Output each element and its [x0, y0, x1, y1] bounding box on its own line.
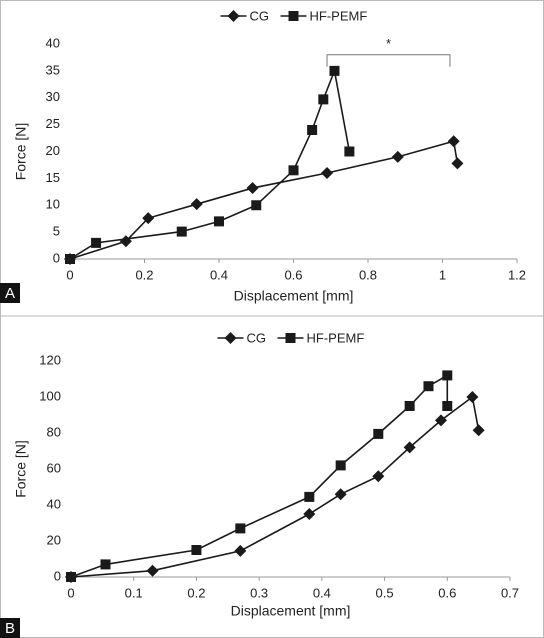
- data-point: [246, 182, 259, 195]
- y-tick-label: 0: [53, 250, 60, 265]
- x-tick-label: 0: [67, 585, 74, 600]
- y-tick-label: 25: [46, 116, 60, 131]
- data-point: [318, 94, 329, 105]
- data-point: [100, 559, 111, 570]
- x-tick-label: 0.2: [187, 585, 205, 600]
- legend-marker: [227, 10, 240, 22]
- data-point: [344, 146, 355, 157]
- data-point: [466, 391, 479, 403]
- data-point: [191, 545, 202, 555]
- data-point: [423, 381, 434, 392]
- data-point: [442, 370, 453, 381]
- data-point: [403, 441, 416, 454]
- data-point: [214, 216, 224, 227]
- data-point: [391, 150, 404, 163]
- panel-label: B: [5, 620, 15, 637]
- y-tick-label: 35: [46, 62, 60, 77]
- x-tick-label: 1.2: [508, 267, 526, 282]
- data-point: [334, 488, 347, 501]
- y-tick-label: 0: [54, 568, 61, 583]
- panel-label: A: [5, 285, 15, 302]
- y-tick-label: 80: [47, 424, 61, 439]
- y-tick-label: 10: [46, 197, 60, 212]
- data-point: [451, 157, 464, 170]
- y-axis-title: Force [N]: [13, 440, 29, 498]
- significance-bracket: [326, 54, 451, 67]
- x-tick-label: 0.4: [313, 585, 331, 600]
- data-point: [435, 414, 448, 427]
- y-tick-label: 20: [46, 143, 60, 158]
- y-tick-label: 40: [47, 496, 61, 511]
- y-tick-label: 120: [39, 352, 61, 367]
- y-axis-title: Force [N]: [13, 123, 29, 181]
- data-point: [176, 226, 187, 237]
- y-tick-label: 100: [39, 388, 61, 403]
- data-point: [335, 460, 346, 471]
- data-point: [372, 470, 385, 483]
- data-point: [373, 428, 384, 439]
- data-point: [142, 212, 155, 225]
- data-point: [442, 401, 453, 411]
- legend-marker: [288, 11, 299, 21]
- data-point: [66, 572, 76, 582]
- data-point: [447, 135, 460, 148]
- x-tick-label: 0.3: [250, 585, 268, 600]
- x-axis-title: Displacement [mm]: [234, 288, 354, 304]
- legend-label: CG: [250, 8, 270, 23]
- data-point: [321, 167, 334, 179]
- series-line: [69, 67, 351, 260]
- data-point: [329, 65, 340, 76]
- x-tick-label: 0.6: [284, 267, 302, 282]
- data-point: [190, 198, 203, 211]
- panel-label-box: [0, 618, 20, 638]
- x-tick-label: 1: [439, 267, 446, 282]
- x-tick-label: 0.2: [135, 267, 153, 282]
- y-tick-label: 20: [47, 532, 61, 547]
- y-tick-label: 5: [53, 224, 60, 239]
- x-axis-title: Displacement [mm]: [231, 603, 351, 619]
- x-tick-label: 0: [66, 267, 73, 282]
- data-point: [235, 523, 246, 534]
- data-point: [303, 508, 316, 520]
- series-line: [70, 395, 480, 578]
- legend-marker: [285, 333, 296, 343]
- x-tick-label: 0.1: [125, 585, 143, 600]
- data-point: [288, 165, 299, 176]
- data-point: [304, 491, 315, 502]
- y-tick-label: 60: [47, 460, 61, 475]
- legend-label: HF-PEMF: [307, 330, 365, 345]
- annotation: *: [386, 36, 391, 51]
- data-point: [472, 424, 485, 437]
- legend-label: HF-PEMF: [310, 8, 368, 23]
- x-tick-label: 0.4: [210, 267, 228, 282]
- data-point: [146, 564, 159, 577]
- data-point: [251, 200, 262, 211]
- x-tick-label: 0.5: [376, 585, 394, 600]
- data-point: [234, 544, 247, 557]
- y-tick-label: 15: [46, 170, 60, 185]
- data-point: [65, 254, 75, 264]
- legend-label: CG: [247, 330, 267, 345]
- panel-label-box: [0, 283, 20, 303]
- data-point: [307, 125, 318, 135]
- x-tick-label: 0.6: [438, 585, 456, 600]
- y-tick-label: 30: [46, 89, 60, 104]
- data-point: [404, 401, 415, 411]
- legend-marker: [224, 332, 237, 344]
- x-tick-label: 0.8: [359, 267, 377, 282]
- x-tick-label: 0.7: [501, 585, 519, 600]
- y-tick-label: 40: [46, 35, 60, 50]
- data-point: [91, 237, 102, 248]
